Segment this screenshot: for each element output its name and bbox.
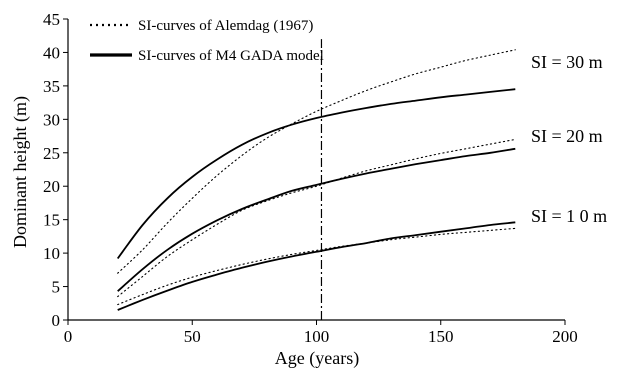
y-tick-label: 40	[43, 43, 60, 62]
x-tick-label: 50	[184, 327, 201, 346]
y-tick-label: 15	[43, 211, 60, 230]
alemdag-curve-si-10	[117, 227, 516, 306]
legend-label: SI-curves of M4 GADA model	[138, 48, 324, 64]
x-tick-label: 150	[428, 327, 454, 346]
x-tick-label: 100	[304, 327, 330, 346]
y-axis: 0 5 10 15 20 25 30 35 40 45	[43, 10, 69, 330]
curve-labels: SI = 30 m SI = 20 m SI = 1 0 m	[531, 52, 607, 226]
legend-label: SI-curves of Alemdag (1967)	[138, 18, 313, 34]
y-tick-label: 30	[43, 110, 60, 129]
alemdag-curve-si-20	[117, 138, 516, 298]
si-curve-label: SI = 1 0 m	[531, 206, 607, 226]
gada-curve-si-10	[117, 221, 516, 311]
y-tick-label: 25	[43, 144, 60, 163]
gada-curve-si-20	[117, 147, 516, 292]
curves-layer	[116, 49, 516, 311]
si-curve-label: SI = 20 m	[531, 126, 603, 146]
alemdag-curve-si-30	[117, 49, 516, 274]
y-axis-title: Dominant height (m)	[10, 96, 31, 248]
x-tick-label: 0	[64, 327, 73, 346]
y-tick-label: 5	[52, 278, 61, 297]
y-tick-label: 0	[52, 311, 61, 330]
x-axis: 0 50 100 150 200	[64, 319, 578, 346]
x-axis-title: Age (years)	[275, 348, 359, 369]
y-tick-label: 10	[43, 244, 60, 263]
x-tick-label: 200	[552, 327, 578, 346]
gada-curve-si-30	[116, 88, 516, 260]
y-tick-label: 45	[43, 10, 60, 29]
y-tick-label: 20	[43, 177, 60, 196]
si-curve-label: SI = 30 m	[531, 52, 603, 72]
legend: SI-curves of Alemdag (1967) SI-curves of …	[90, 18, 324, 64]
y-tick-label: 35	[43, 77, 60, 96]
